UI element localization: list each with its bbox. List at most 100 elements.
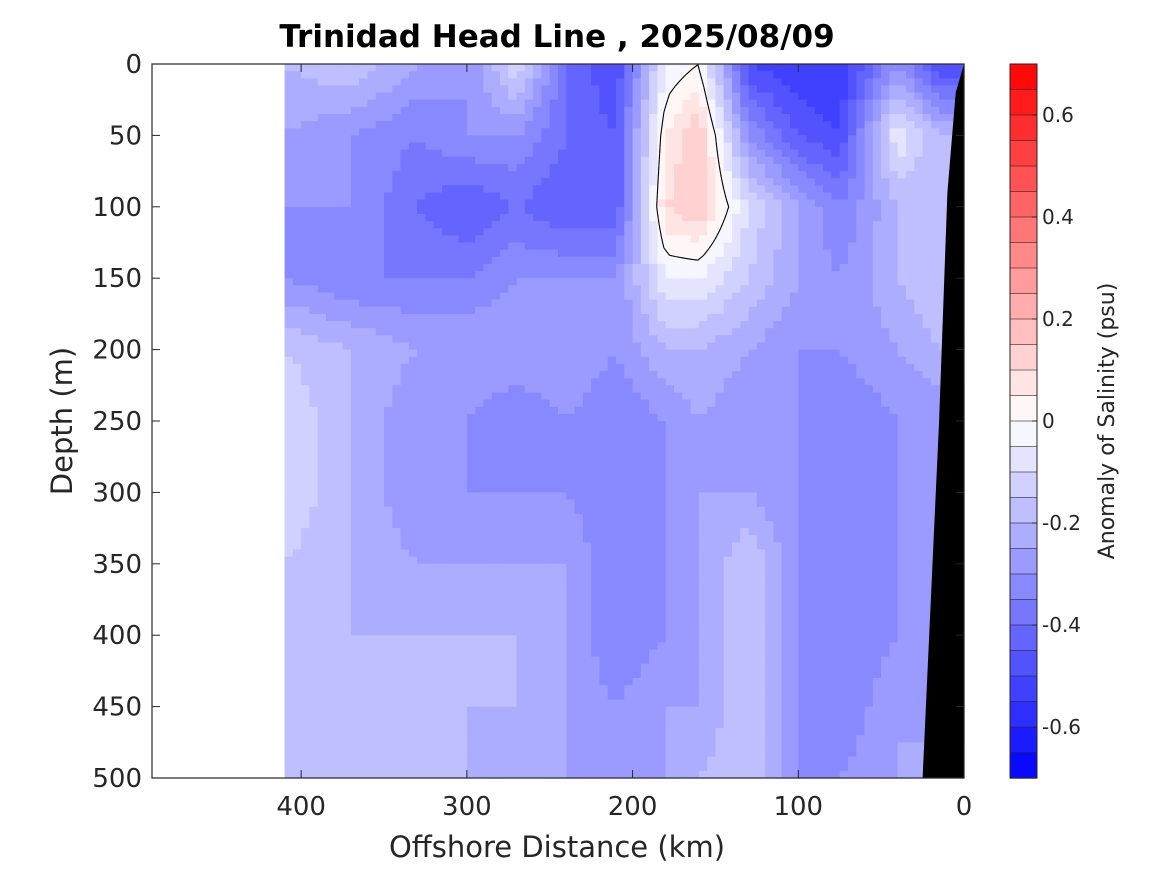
contour-cell [475,256,485,265]
contour-cell [508,592,518,601]
contour-cell [367,249,377,258]
contour-cell [417,135,427,144]
contour-cell [334,520,344,529]
contour-cell [632,485,642,493]
contour-cell [350,585,360,593]
contour-cell [674,228,683,236]
contour-cell [516,413,526,422]
contour-cell [392,670,402,679]
contour-cell [607,520,617,529]
contour-cell [516,735,526,743]
contour-cell [640,78,650,87]
contour-cell [466,228,476,236]
contour-cell [665,599,675,608]
contour-cell [458,699,468,708]
contour-cell [649,385,659,394]
contour-cell [566,513,576,522]
contour-cell [326,713,335,722]
contour-cell [417,342,427,351]
contour-cell [632,499,642,508]
contour-cell [367,449,377,458]
contour-cell [640,99,650,108]
contour-cell [392,470,402,479]
contour-cell [425,78,435,87]
contour-cell [624,556,634,565]
contour-cell [549,670,559,679]
contour-cell [301,249,311,258]
contour-cell [342,463,352,472]
contour-cell [574,371,584,379]
contour-cell [317,756,327,765]
contour-cell [442,663,451,672]
contour-cell [301,556,311,565]
contour-cell [682,163,692,172]
contour-cell [384,628,393,636]
contour-cell [516,649,526,658]
contour-cell [591,706,601,715]
contour-cell [665,171,675,179]
contour-cell [483,599,493,608]
contour-cell [284,256,294,265]
contour-cell [541,492,551,501]
contour-cell [408,556,418,565]
contour-cell [284,335,294,344]
contour-cell [483,64,493,72]
contour-cell [491,206,501,215]
contour-cell [632,263,642,272]
contour-cell [334,228,344,236]
contour-cell [574,321,584,329]
contour-cell [317,706,327,715]
contour-cell [350,135,360,144]
contour-cell [508,99,518,108]
contour-cell [301,478,311,486]
contour-cell [375,456,385,465]
contour-cell [392,635,402,643]
contour-cell [359,685,369,693]
contour-cell [309,185,319,194]
contour-cell [558,628,567,636]
contour-cell [466,442,476,451]
contour-cell [607,306,617,315]
contour-cell [566,356,576,365]
contour-cell [301,720,311,729]
contour-cell [433,678,443,686]
contour-cell [475,306,485,315]
contour-cell [607,149,617,158]
contour-cell [417,178,427,186]
contour-cell [500,221,509,229]
contour-cell [458,285,468,294]
contour-cell [549,192,559,201]
contour-cell [682,506,692,515]
contour-cell [607,470,617,479]
contour-cell [458,713,468,722]
contour-cell [500,578,509,586]
contour-cell [392,449,402,458]
contour-cell [690,221,700,229]
contour-cell [591,113,601,122]
contour-cell [334,271,344,279]
contour-cell [392,463,402,472]
contour-cell [384,492,393,501]
contour-cell [475,463,485,472]
contour-cell [458,249,468,258]
contour-cell [309,399,319,408]
contour-cell [400,285,410,294]
contour-cell [649,478,659,486]
contour-cell [375,213,385,222]
contour-cell [475,406,485,415]
contour-cell [616,649,625,658]
contour-cell [665,249,675,258]
contour-cell [632,99,642,108]
contour-cell [682,149,692,158]
contour-cell [400,720,410,729]
contour-cell [549,742,559,751]
contour-cell [599,463,609,472]
contour-cell [417,535,427,543]
contour-cell [632,242,642,251]
contour-cell [607,64,617,72]
contour-cell [317,492,327,501]
contour-cell [317,199,327,208]
contour-cell [649,456,659,465]
contour-cell [500,121,509,129]
contour-cell [350,578,360,586]
